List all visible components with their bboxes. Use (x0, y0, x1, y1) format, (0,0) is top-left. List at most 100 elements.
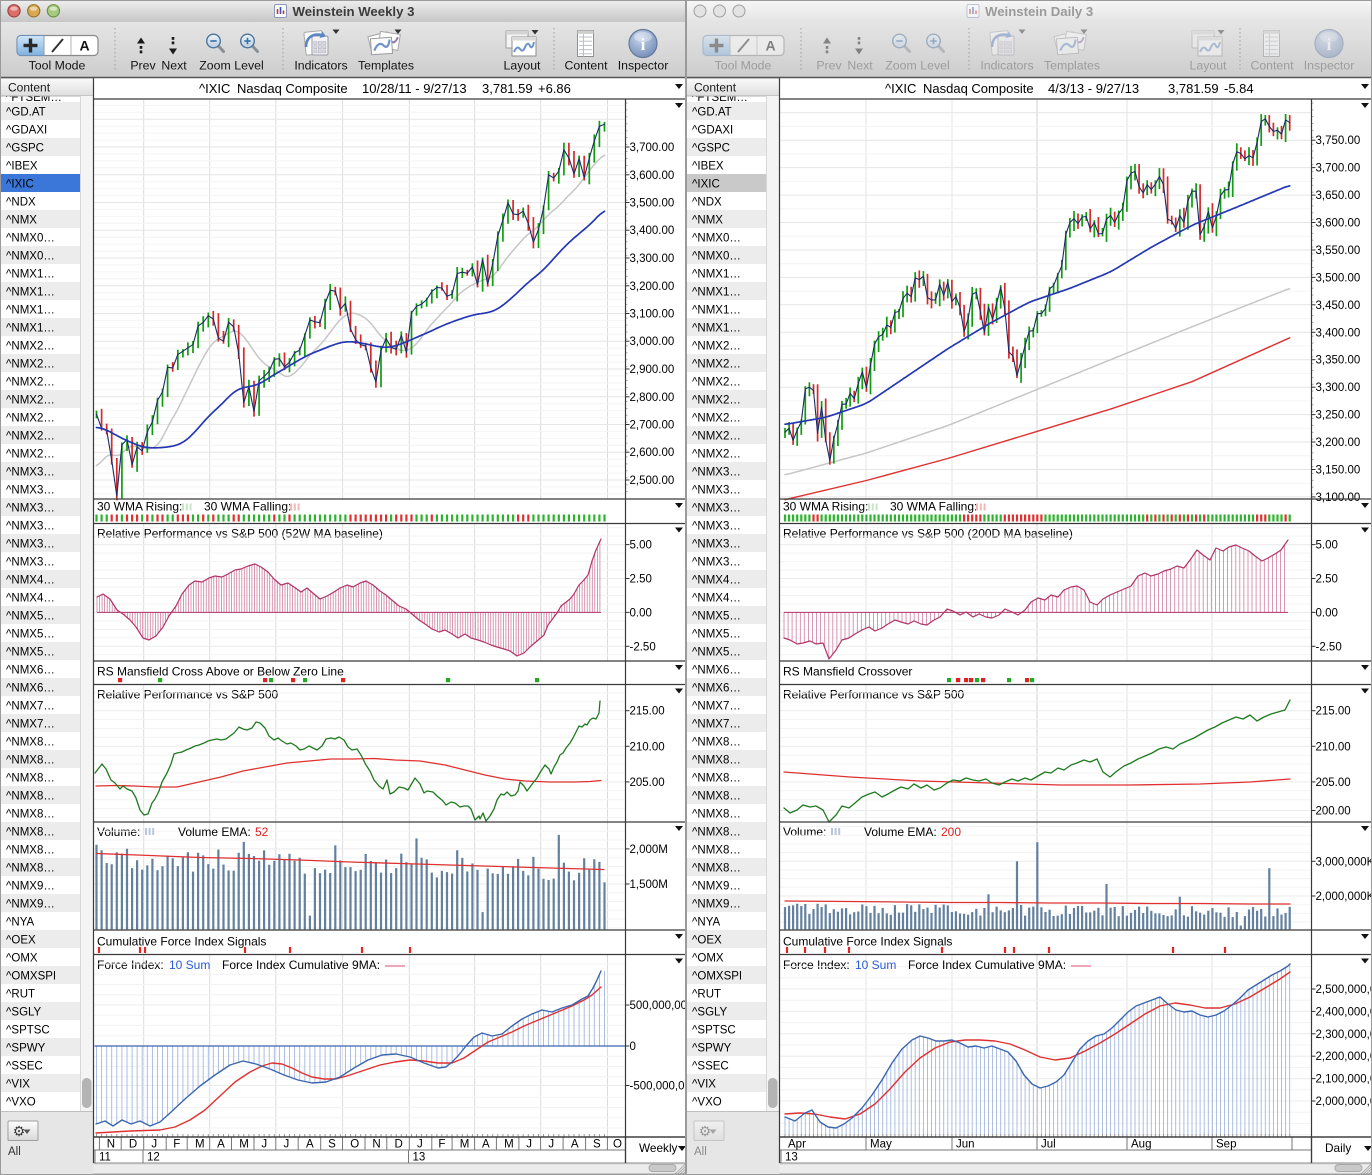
svg-text:^VXO: ^VXO (692, 1097, 722, 1109)
svg-text:2.50: 2.50 (1316, 574, 1338, 586)
svg-text:^NMX6…: ^NMX6… (692, 683, 741, 695)
svg-text:^IXIC: ^IXIC (885, 81, 916, 96)
svg-text:3,500.00: 3,500.00 (630, 198, 675, 210)
svg-text:i: i (1327, 35, 1332, 54)
svg-text:M: M (460, 1139, 470, 1151)
svg-text:-2.50: -2.50 (630, 641, 656, 653)
svg-text:3,000,000K: 3,000,000K (1316, 856, 1372, 868)
svg-text:^NDX: ^NDX (692, 197, 722, 209)
svg-text:M: M (239, 1139, 249, 1151)
svg-text:210.00: 210.00 (630, 741, 665, 753)
svg-text:210.00: 210.00 (1316, 741, 1351, 753)
svg-text:i: i (641, 35, 646, 54)
svg-text:500,000,00: 500,000,00 (630, 1000, 688, 1012)
svg-text:2,500,000,0: 2,500,000,0 (1316, 984, 1372, 996)
svg-text:Weekly: Weekly (639, 1141, 678, 1155)
svg-text:^SSEC: ^SSEC (692, 1061, 729, 1073)
svg-text:^RUT: ^RUT (692, 989, 721, 1001)
svg-text:^NMX8…: ^NMX8… (692, 773, 741, 785)
svg-text:^SPWY: ^SPWY (692, 1043, 732, 1055)
svg-text:Force Index Cumulative 9MA:: Force Index Cumulative 9MA: (222, 958, 380, 972)
svg-text:Jul: Jul (1041, 1139, 1056, 1151)
svg-text:3,600.00: 3,600.00 (630, 170, 675, 182)
svg-text:Volume EMA:: Volume EMA: (864, 825, 937, 839)
svg-text:^NMX7…: ^NMX7… (692, 719, 741, 731)
svg-text:^NMX1…: ^NMX1… (692, 269, 741, 281)
svg-text:^NMX2…: ^NMX2… (692, 341, 741, 353)
svg-text:^IXIC: ^IXIC (199, 81, 230, 96)
svg-text:1,500M: 1,500M (630, 879, 668, 891)
svg-text:^NMX3…: ^NMX3… (692, 485, 741, 497)
svg-text:^NMX8…: ^NMX8… (6, 773, 55, 785)
svg-text:3,450.00: 3,450.00 (1316, 300, 1361, 312)
svg-text:⚙: ⚙ (699, 1123, 712, 1139)
svg-text:^NMX1…: ^NMX1… (6, 323, 55, 335)
svg-text:Force Index:: Force Index: (783, 958, 850, 972)
svg-text:N: N (107, 1139, 115, 1151)
svg-text:^NMX2…: ^NMX2… (6, 431, 55, 443)
svg-text:^IBEX: ^IBEX (692, 161, 724, 173)
svg-text:^NMX9…: ^NMX9… (692, 881, 741, 893)
svg-text:^NMX1…: ^NMX1… (6, 287, 55, 299)
svg-text:^NMX2…: ^NMX2… (6, 341, 55, 353)
svg-text:2,300,000,0: 2,300,000,0 (1316, 1029, 1372, 1041)
svg-text:Layout: Layout (504, 59, 542, 73)
svg-text:^NYA: ^NYA (692, 917, 721, 929)
svg-text:A: A (79, 38, 89, 54)
svg-text:Content: Content (8, 81, 51, 95)
svg-text:^NMX3…: ^NMX3… (6, 539, 55, 551)
svg-text:^NMX2…: ^NMX2… (6, 359, 55, 371)
svg-text:30 WMA Falling:: 30 WMA Falling: (890, 500, 977, 514)
svg-text:F: F (173, 1139, 180, 1151)
svg-text:D: D (395, 1139, 403, 1151)
svg-text:^NMX3…: ^NMX3… (692, 467, 741, 479)
svg-text:^NMX3…: ^NMX3… (692, 539, 741, 551)
svg-text:^NMX2…: ^NMX2… (6, 395, 55, 407)
svg-text:Next: Next (847, 59, 873, 73)
svg-text:3,300.00: 3,300.00 (630, 253, 675, 265)
svg-text:Level: Level (234, 59, 263, 73)
svg-text:Templates: Templates (358, 59, 414, 73)
svg-text:^NMX8…: ^NMX8… (692, 845, 741, 857)
svg-text:205.00: 205.00 (630, 777, 665, 789)
svg-text:^NMX3…: ^NMX3… (6, 503, 55, 515)
svg-text:2,900.00: 2,900.00 (630, 364, 675, 376)
svg-text:^GDAXI: ^GDAXI (6, 125, 47, 137)
svg-text:M: M (195, 1139, 205, 1151)
svg-text:^GSPC: ^GSPC (6, 143, 44, 155)
svg-text:Weinstein Daily 3: Weinstein Daily 3 (985, 4, 1093, 19)
svg-text:5.00: 5.00 (1316, 540, 1338, 552)
svg-text:3,400.00: 3,400.00 (630, 225, 675, 237)
svg-text:^NMX9…: ^NMX9… (692, 899, 741, 911)
svg-text:2,100,000,0: 2,100,000,0 (1316, 1074, 1372, 1086)
svg-text:^NMX1…: ^NMX1… (692, 287, 741, 299)
svg-text:Indicators: Indicators (294, 59, 347, 73)
svg-text:^NMX3…: ^NMX3… (6, 521, 55, 533)
svg-text:^NMX8…: ^NMX8… (6, 737, 55, 749)
svg-text:^GD.AT: ^GD.AT (6, 107, 46, 119)
svg-text:13: 13 (785, 1152, 798, 1164)
svg-text:3,750.00: 3,750.00 (1316, 135, 1361, 147)
svg-text:3,250.00: 3,250.00 (1316, 410, 1361, 422)
svg-text:^NMX8…: ^NMX8… (692, 737, 741, 749)
svg-text:^NMX1…: ^NMX1… (692, 323, 741, 335)
svg-text:10 Sum: 10 Sum (855, 958, 896, 972)
svg-text:^NMX3…: ^NMX3… (6, 557, 55, 569)
svg-text:Layout: Layout (1190, 59, 1228, 73)
svg-text:Content: Content (1250, 59, 1294, 73)
svg-text:Templates: Templates (1044, 59, 1100, 73)
svg-text:^VIX: ^VIX (692, 1079, 716, 1091)
svg-text:^VIX: ^VIX (6, 1079, 30, 1091)
svg-text:^OMX: ^OMX (692, 953, 724, 965)
svg-text:^NMX6…: ^NMX6… (6, 683, 55, 695)
svg-text:Inspector: Inspector (1304, 59, 1355, 73)
svg-text:2.50: 2.50 (630, 574, 652, 586)
svg-text:^NMX4…: ^NMX4… (692, 575, 741, 587)
svg-text:-2.50: -2.50 (1316, 641, 1342, 653)
svg-text:^SGLY: ^SGLY (692, 1007, 728, 1019)
svg-text:All: All (694, 1146, 707, 1158)
svg-text:J: J (526, 1139, 532, 1151)
svg-text:0.00: 0.00 (630, 607, 652, 619)
svg-text:^IXIC: ^IXIC (692, 179, 720, 191)
svg-text:30 WMA Falling:: 30 WMA Falling: (204, 500, 291, 514)
